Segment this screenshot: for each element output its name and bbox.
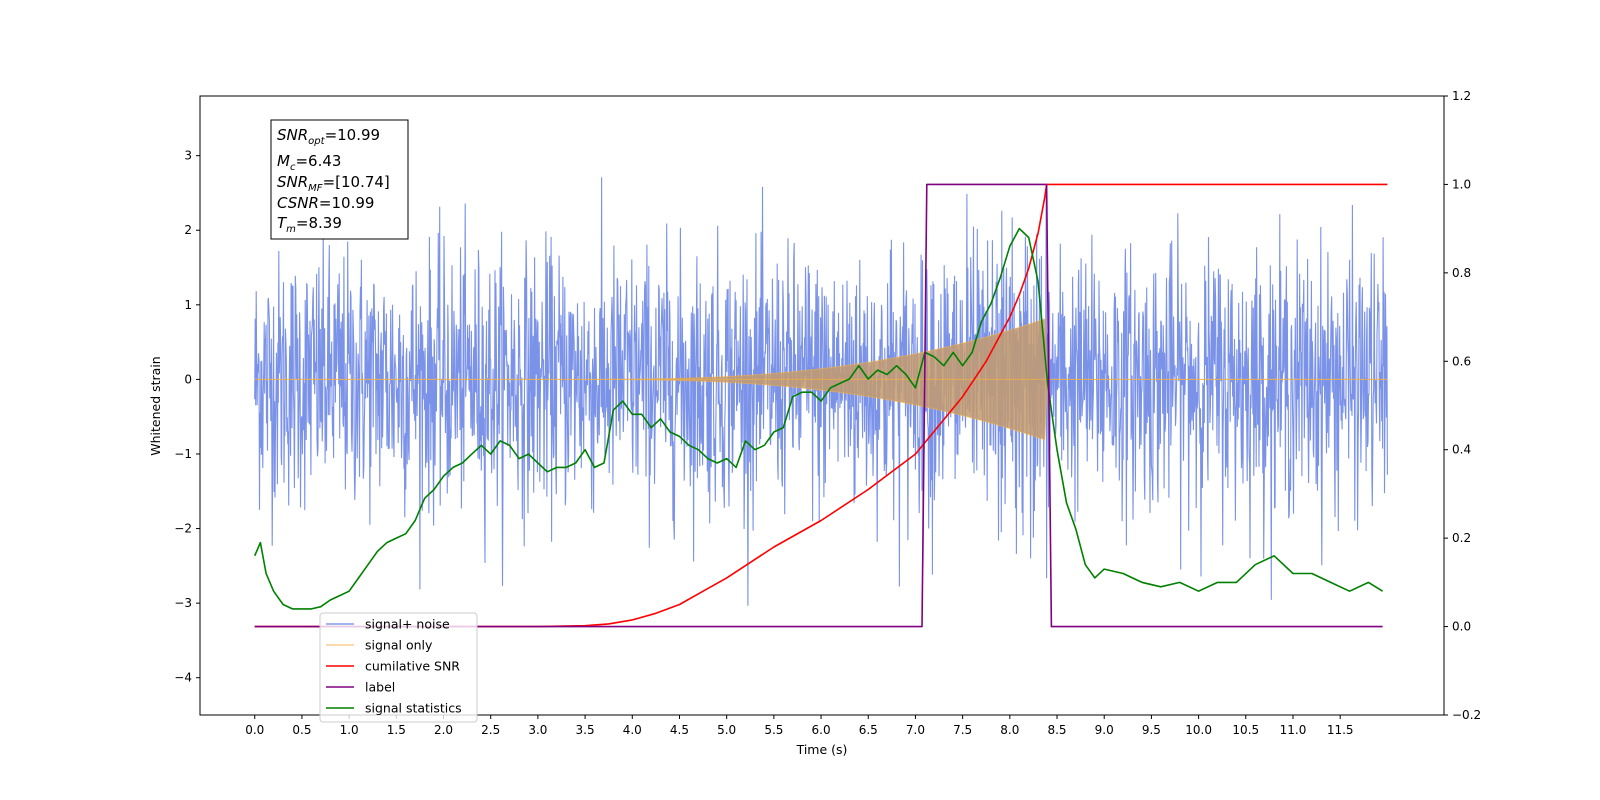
- legend-signal-noise-text: signal+ noise: [365, 617, 450, 632]
- info-mc-base: M: [277, 152, 290, 170]
- info-tm-base: T: [277, 214, 288, 232]
- x-tick-label: 11.0: [1280, 723, 1307, 737]
- x-tick-label: 1.0: [340, 723, 359, 737]
- x-tick-label: 6.5: [859, 723, 878, 737]
- info-tm-value: =8.39: [296, 214, 342, 232]
- y2-tick-label: 1.2: [1452, 89, 1471, 103]
- y-tick-label: 1: [184, 298, 192, 312]
- y-axis-ticks: 3 2 1 0 −1 −2 −3 −4: [174, 149, 200, 685]
- x-tick-label: 2.0: [434, 723, 453, 737]
- x-tick-label: 2.5: [481, 723, 500, 737]
- y-tick-label: 0: [184, 372, 192, 386]
- info-snr-mf-value: =[10.74]: [323, 173, 390, 191]
- y2-tick-label: 0.0: [1452, 620, 1471, 634]
- y-tick-label: −4: [174, 671, 192, 685]
- info-csnr: CSNR=10.99: [277, 194, 374, 212]
- legend-label-text: label: [365, 680, 395, 695]
- y-axis-label: Whitened strain: [148, 356, 163, 455]
- x-tick-label: 5.0: [717, 723, 736, 737]
- x-tick-label: 8.0: [1000, 723, 1019, 737]
- x-tick-label: 4.0: [623, 723, 642, 737]
- y2-axis-ticks: 1.2 1.0 0.8 0.6 0.4 0.2 0.0 −0.2: [1444, 89, 1481, 722]
- info-box-frame: [270, 119, 409, 240]
- info-box: SNRopt=10.99 Mc=6.43 SNRMF=[10.74] CSNR=…: [270, 119, 409, 240]
- series-label-line: [254, 183, 1383, 628]
- y-tick-label: 2: [184, 223, 192, 237]
- x-tick-label: 6.0: [812, 723, 831, 737]
- series-signal-noise-line: [254, 177, 1388, 606]
- info-csnr-base: CSNR: [277, 194, 319, 212]
- info-tm-sub: m: [286, 224, 296, 235]
- x-tick-label: 4.5: [670, 723, 689, 737]
- info-snr-mf-base: SNR: [277, 173, 308, 191]
- y2-tick-label: 0.2: [1452, 531, 1471, 545]
- y2-tick-label: −0.2: [1452, 708, 1481, 722]
- x-tick-label: 8.5: [1047, 723, 1066, 737]
- legend-cumulative-snr-text: cumilative SNR: [365, 659, 460, 674]
- info-snr-opt-sub: opt: [308, 136, 325, 147]
- legend: signal+ noise signal only cumilative SNR la…: [319, 612, 478, 723]
- x-tick-label: 10.5: [1232, 723, 1259, 737]
- x-tick-label: 9.5: [1142, 723, 1161, 737]
- x-tick-label: 7.5: [953, 723, 972, 737]
- y-tick-label: 3: [184, 149, 192, 163]
- x-tick-label: 3.5: [576, 723, 595, 737]
- plot-frame: [199, 95, 1445, 716]
- info-snr-opt: SNRopt=10.99: [277, 126, 380, 147]
- series-cumulative-snr-line: [254, 183, 1388, 628]
- x-tick-label: 0.0: [245, 723, 264, 737]
- info-snr-opt-base: SNR: [277, 126, 308, 144]
- y-tick-label: −1: [174, 447, 192, 461]
- y-tick-label: −2: [174, 522, 192, 536]
- x-tick-label: 10.0: [1185, 723, 1212, 737]
- info-mc-sub: c: [290, 162, 296, 173]
- x-axis-label: Time (s): [796, 742, 848, 757]
- info-mc-value: =6.43: [295, 152, 341, 170]
- info-csnr-value: =10.99: [319, 194, 375, 212]
- x-tick-label: 7.0: [906, 723, 925, 737]
- series-signal-statistics-line: [253, 227, 1384, 610]
- x-tick-label: 11.5: [1327, 723, 1354, 737]
- info-tm: Tm=8.39: [277, 214, 342, 235]
- x-tick-label: 5.5: [764, 723, 783, 737]
- legend-signal-only-text: signal only: [365, 638, 433, 653]
- y2-tick-label: 0.4: [1452, 443, 1471, 457]
- x-tick-label: 0.5: [292, 723, 311, 737]
- y2-tick-label: 0.8: [1452, 266, 1471, 280]
- info-mc: Mc=6.43: [277, 152, 341, 173]
- y2-tick-label: 0.6: [1452, 354, 1471, 368]
- info-snr-mf-sub: MF: [308, 183, 323, 194]
- y2-tick-label: 1.0: [1452, 177, 1471, 191]
- x-tick-label: 1.5: [387, 723, 406, 737]
- legend-frame: [319, 612, 478, 723]
- info-snr-mf: SNRMF=[10.74]: [277, 173, 390, 194]
- x-axis-ticks: 0.0 0.5 1.0 1.5 2.0 2.5 3.0 3.5 4.0 4.5 5.0 5.5 6.0 6…: [245, 715, 1354, 737]
- x-tick-label: 3.0: [528, 723, 547, 737]
- y-tick-label: −3: [174, 596, 192, 610]
- info-snr-opt-value: =10.99: [325, 126, 381, 144]
- x-tick-label: 9.0: [1095, 723, 1114, 737]
- series-layer: [253, 177, 1388, 628]
- legend-signal-statistics-text: signal statistics: [365, 701, 462, 716]
